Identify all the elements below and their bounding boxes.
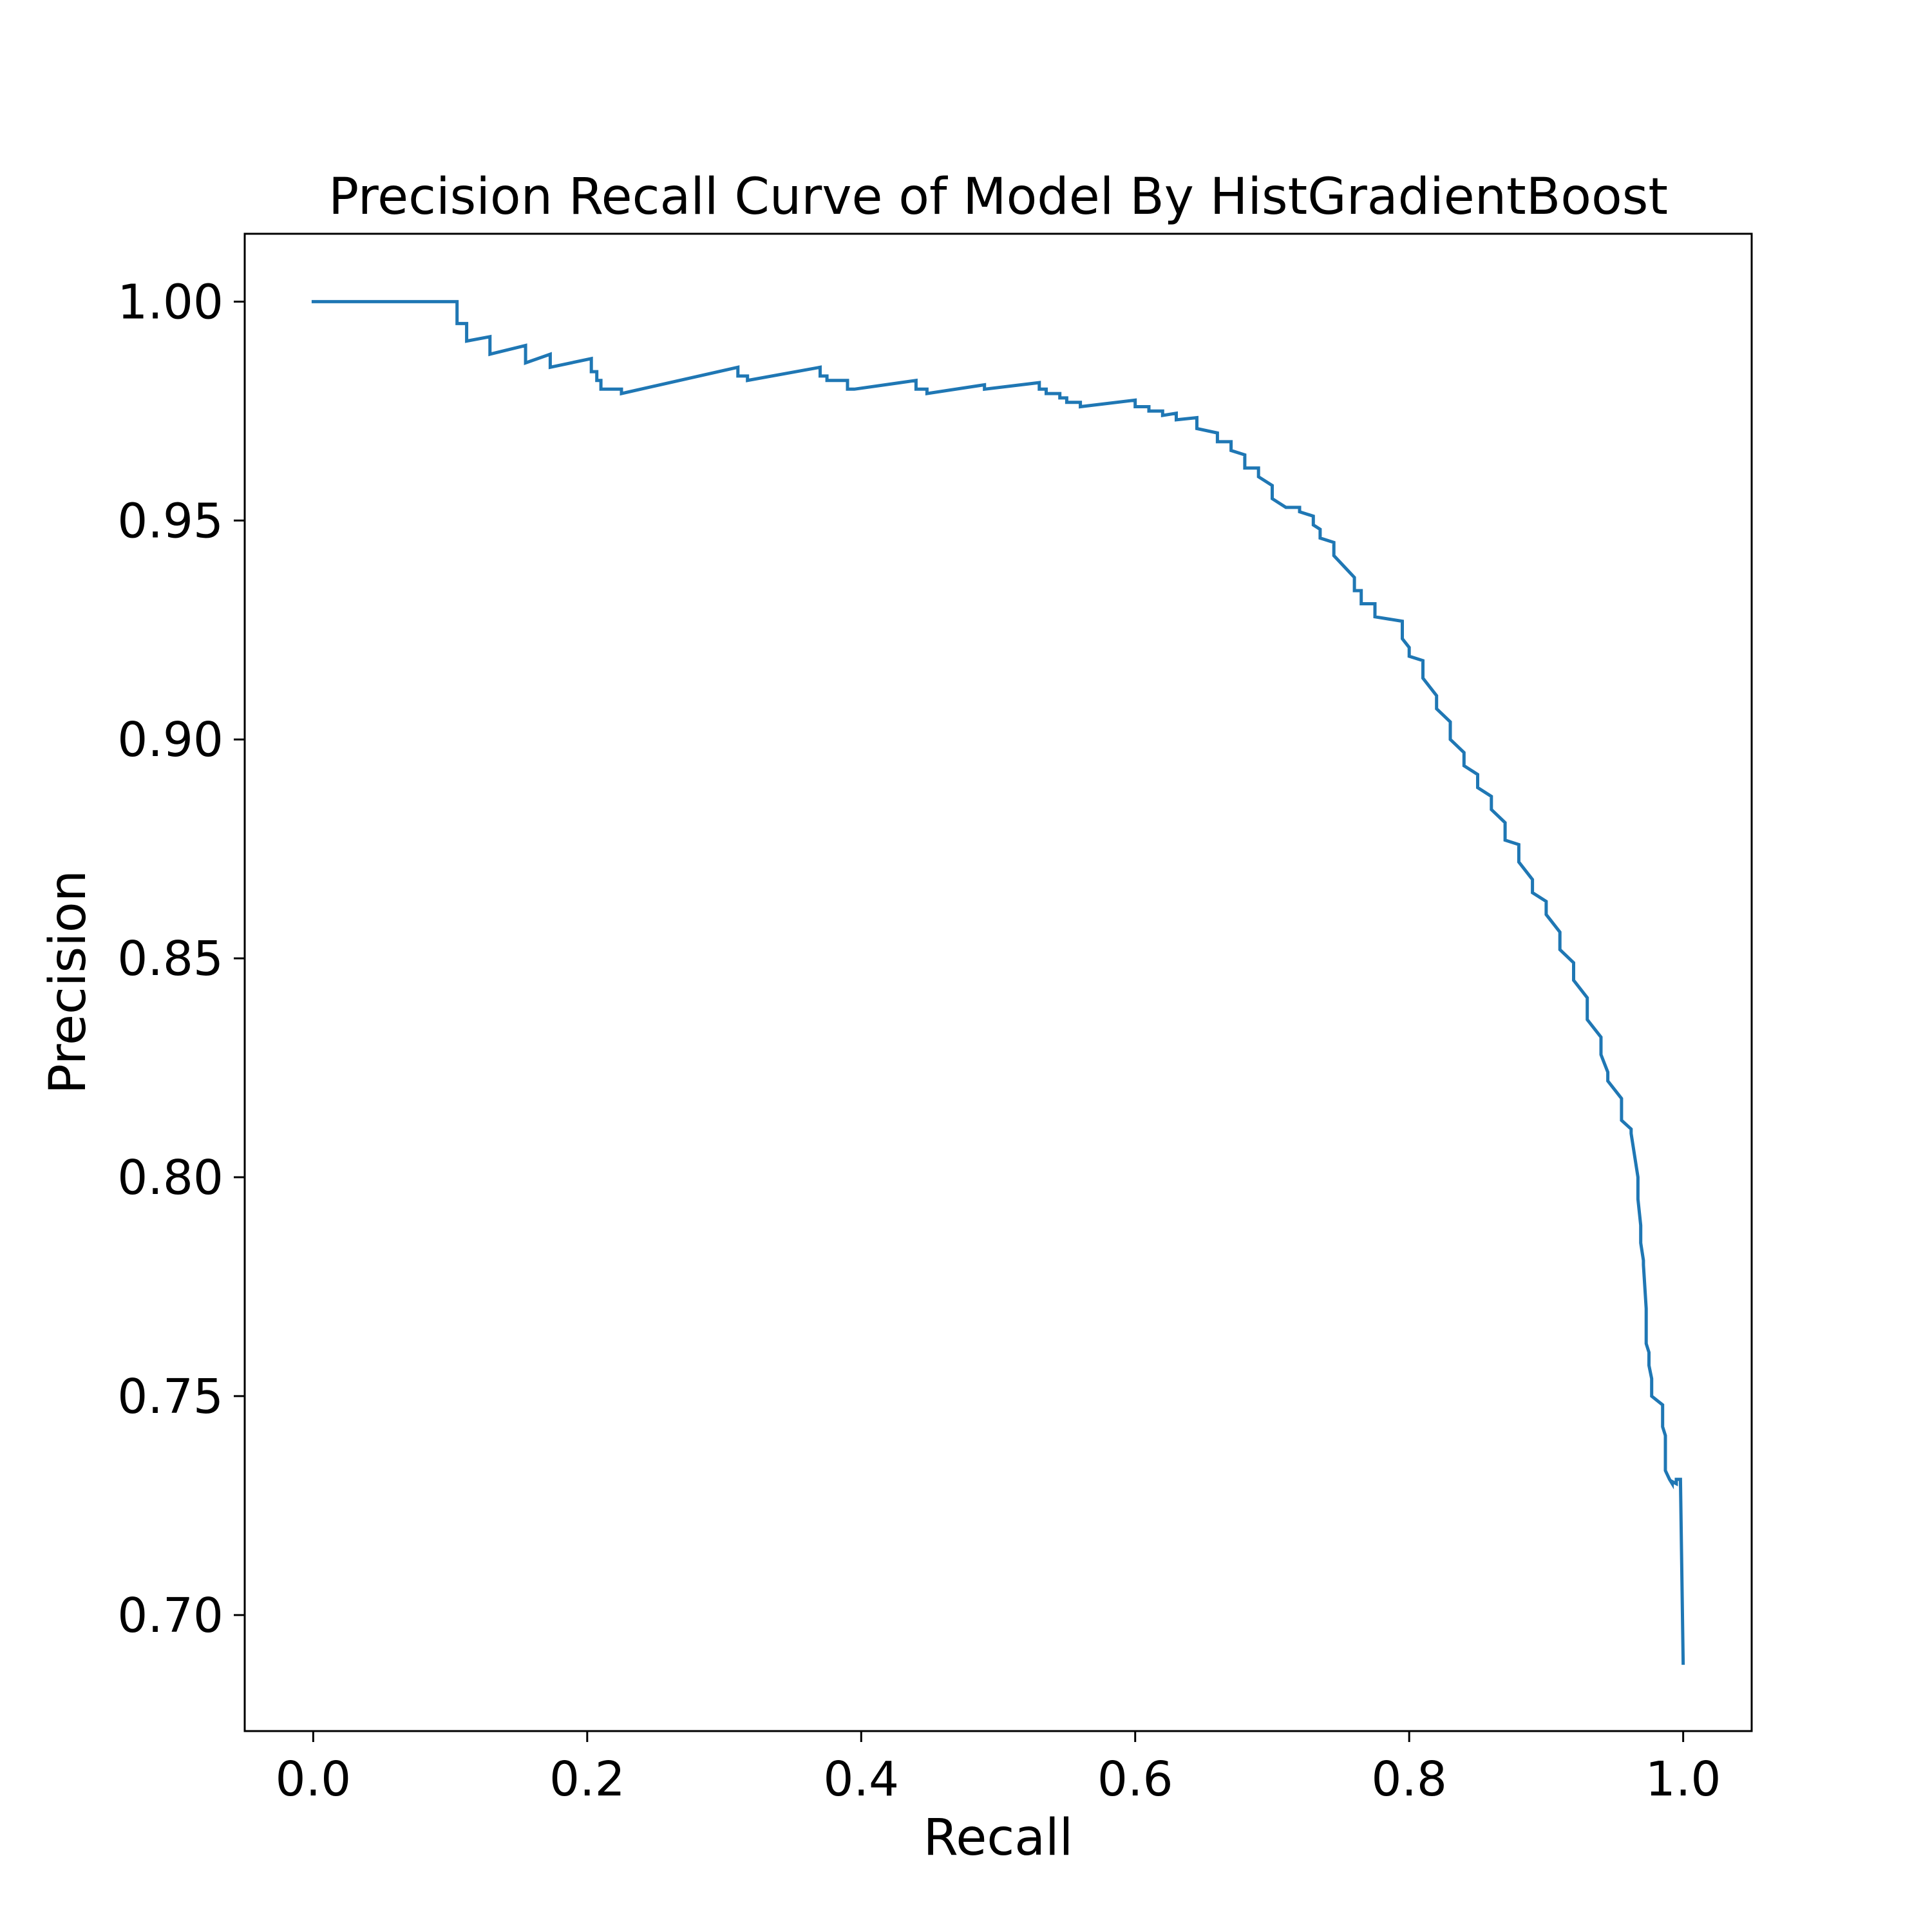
x-axis-label: Recall	[923, 1809, 1074, 1867]
plot-area	[311, 299, 1685, 1665]
y-tick-label: 1.00	[117, 274, 223, 330]
y-tick-label: 0.95	[117, 493, 223, 549]
y-tick-label: 0.85	[117, 931, 223, 987]
y-tick-label: 0.90	[117, 712, 223, 768]
x-tick-label: 0.2	[549, 1752, 625, 1807]
x-tick-label: 0.0	[276, 1752, 352, 1807]
x-axis-ticks: 0.0 0.2 0.4 0.6 0.8 1.0	[276, 1731, 1721, 1807]
series-line-precision-recall	[311, 299, 1685, 1665]
x-tick-label: 1.0	[1645, 1752, 1721, 1807]
x-tick-label: 0.4	[823, 1752, 899, 1807]
axes-frame	[243, 232, 1753, 1732]
x-tick-label: 0.8	[1371, 1752, 1447, 1807]
y-tick-label: 0.80	[117, 1150, 223, 1206]
x-tick-label: 0.6	[1097, 1752, 1173, 1807]
chart-title: Precision Recall Curve of Model By HistG…	[328, 168, 1668, 226]
y-axis-label: Precision	[39, 870, 97, 1094]
y-tick-label: 0.70	[117, 1588, 223, 1643]
y-axis-ticks: 0.70 0.75 0.80 0.85 0.90 0.95 1.00	[117, 274, 245, 1643]
y-tick-label: 0.75	[117, 1369, 223, 1425]
